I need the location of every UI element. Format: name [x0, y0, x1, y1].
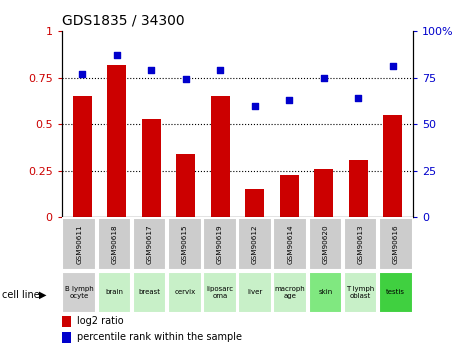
- Text: brain: brain: [105, 289, 124, 295]
- Text: macroph
age: macroph age: [275, 286, 305, 299]
- FancyBboxPatch shape: [203, 218, 237, 270]
- Text: B lymph
ocyte: B lymph ocyte: [65, 286, 94, 299]
- Text: log2 ratio: log2 ratio: [77, 316, 124, 326]
- FancyBboxPatch shape: [133, 218, 167, 270]
- FancyBboxPatch shape: [97, 218, 132, 270]
- Text: GSM90615: GSM90615: [182, 224, 188, 264]
- Text: skin: skin: [318, 289, 332, 295]
- Text: GSM90620: GSM90620: [323, 224, 328, 264]
- FancyBboxPatch shape: [308, 218, 342, 270]
- Text: testis: testis: [386, 289, 405, 295]
- Text: GSM90612: GSM90612: [252, 224, 258, 264]
- Text: GSM90617: GSM90617: [147, 224, 152, 264]
- Text: GSM90614: GSM90614: [287, 224, 293, 264]
- Text: GSM90611: GSM90611: [76, 224, 82, 264]
- FancyBboxPatch shape: [62, 218, 96, 270]
- FancyBboxPatch shape: [168, 218, 202, 270]
- Text: T lymph
oblast: T lymph oblast: [346, 286, 375, 299]
- Text: GSM90618: GSM90618: [112, 224, 117, 264]
- Bar: [62, 316, 71, 327]
- Text: GDS1835 / 34300: GDS1835 / 34300: [62, 13, 184, 27]
- FancyBboxPatch shape: [379, 218, 413, 270]
- FancyBboxPatch shape: [308, 272, 342, 313]
- FancyBboxPatch shape: [273, 218, 307, 270]
- Bar: [176, 154, 195, 217]
- Bar: [142, 119, 161, 217]
- FancyBboxPatch shape: [62, 272, 96, 313]
- Bar: [62, 332, 71, 343]
- FancyBboxPatch shape: [343, 272, 378, 313]
- Point: [251, 103, 258, 108]
- Text: percentile rank within the sample: percentile rank within the sample: [77, 332, 242, 342]
- Bar: [73, 96, 92, 217]
- Point: [320, 75, 327, 80]
- FancyBboxPatch shape: [133, 272, 167, 313]
- Text: breast: breast: [139, 289, 161, 295]
- FancyBboxPatch shape: [168, 272, 202, 313]
- Text: cervix: cervix: [174, 289, 195, 295]
- Point: [148, 67, 155, 73]
- Text: liposarc
oma: liposarc oma: [206, 286, 234, 299]
- Text: liver: liver: [247, 289, 263, 295]
- Bar: [314, 169, 333, 217]
- FancyBboxPatch shape: [343, 218, 378, 270]
- Bar: [245, 189, 264, 217]
- FancyBboxPatch shape: [203, 272, 237, 313]
- Bar: [211, 96, 230, 217]
- FancyBboxPatch shape: [97, 272, 132, 313]
- Text: GSM90613: GSM90613: [358, 224, 363, 264]
- FancyBboxPatch shape: [238, 218, 272, 270]
- Text: GSM90619: GSM90619: [217, 224, 223, 264]
- Bar: [107, 65, 126, 217]
- Bar: [280, 175, 299, 217]
- Point: [182, 77, 190, 82]
- Point: [113, 52, 121, 58]
- Point: [217, 67, 224, 73]
- Text: GSM90616: GSM90616: [393, 224, 399, 264]
- Point: [389, 64, 396, 69]
- FancyBboxPatch shape: [238, 272, 272, 313]
- FancyBboxPatch shape: [273, 272, 307, 313]
- Bar: [383, 115, 402, 217]
- Text: cell line: cell line: [2, 290, 40, 300]
- Point: [79, 71, 86, 77]
- FancyBboxPatch shape: [379, 272, 413, 313]
- Point: [354, 95, 362, 101]
- Point: [285, 97, 293, 103]
- Text: ▶: ▶: [39, 290, 47, 300]
- Bar: [349, 160, 368, 217]
